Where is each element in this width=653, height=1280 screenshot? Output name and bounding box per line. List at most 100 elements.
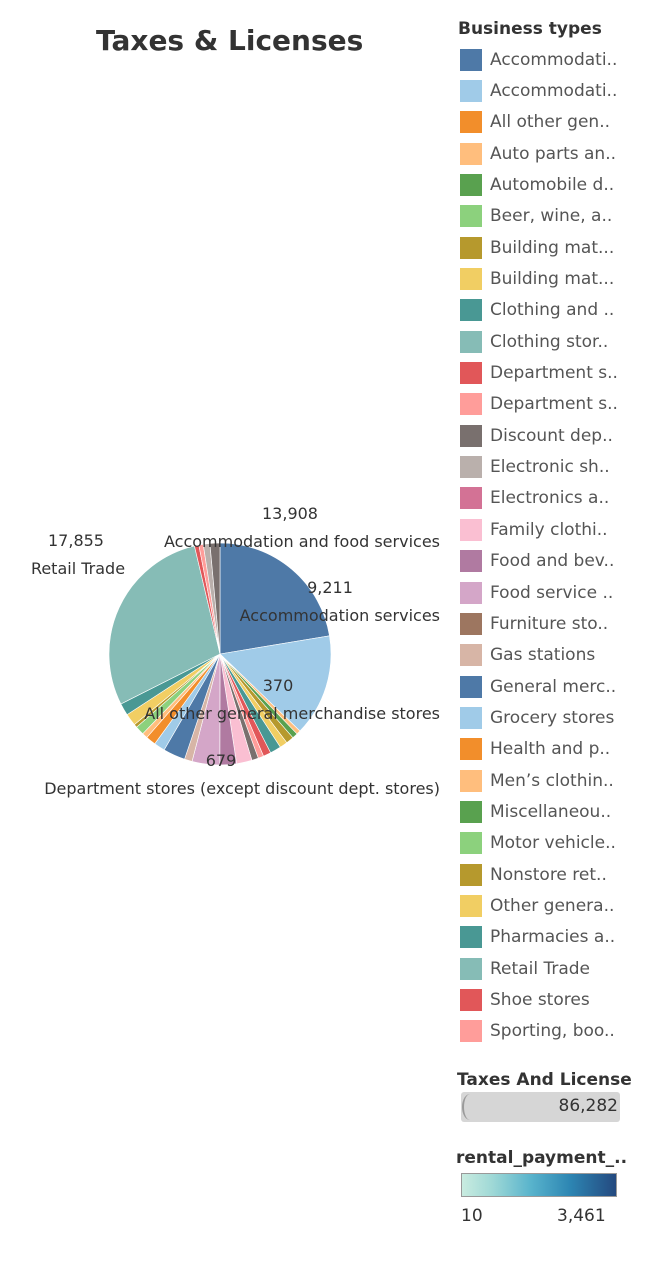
legend-swatch bbox=[460, 675, 482, 698]
legend-item[interactable]: Discount dep.. bbox=[460, 420, 650, 451]
legend-label: Accommodati.. bbox=[490, 49, 618, 70]
legend-item[interactable]: Beer, wine, a.. bbox=[460, 201, 650, 232]
legend-label: Auto parts an.. bbox=[490, 143, 616, 164]
legend-item[interactable]: Electronic sh.. bbox=[460, 451, 650, 482]
legend-label: Sporting, boo.. bbox=[490, 1021, 615, 1042]
legend-swatch bbox=[460, 424, 482, 447]
legend-label: Nonstore ret.. bbox=[490, 864, 607, 885]
legend-item[interactable]: Building mat... bbox=[460, 232, 650, 263]
legend-label: Food and bev.. bbox=[490, 551, 615, 572]
legend-item[interactable]: Department s.. bbox=[460, 357, 650, 388]
size-legend-bar: 86,282 bbox=[461, 1092, 620, 1122]
legend-item[interactable]: Building mat... bbox=[460, 263, 650, 294]
legend-item[interactable]: Clothing and .. bbox=[460, 295, 650, 326]
legend-item[interactable]: Miscellaneou.. bbox=[460, 796, 650, 827]
annotation-value-accommodation-services: 9,211 bbox=[307, 578, 353, 597]
chart-title: Taxes & Licenses bbox=[96, 24, 364, 57]
legend-item[interactable]: Other genera.. bbox=[460, 890, 650, 921]
size-legend-max: 86,282 bbox=[558, 1096, 618, 1116]
legend-item[interactable]: Gas stations bbox=[460, 640, 650, 671]
legend-item[interactable]: Shoe stores bbox=[460, 984, 650, 1015]
legend-swatch bbox=[460, 800, 482, 823]
legend-label: Family clothi.. bbox=[490, 519, 608, 540]
legend-item[interactable]: Accommodati.. bbox=[460, 75, 650, 106]
legend-swatch bbox=[460, 863, 482, 886]
legend-item[interactable]: Food service .. bbox=[460, 577, 650, 608]
legend-item[interactable]: Pharmacies a.. bbox=[460, 922, 650, 953]
legend-item[interactable]: Food and bev.. bbox=[460, 546, 650, 577]
annotation-label-retail-trade: Retail Trade bbox=[31, 559, 125, 578]
legend-label: Grocery stores bbox=[490, 707, 615, 728]
legend-label: Miscellaneou.. bbox=[490, 801, 612, 822]
legend-swatch bbox=[460, 330, 482, 353]
legend-label: Clothing stor.. bbox=[490, 331, 609, 352]
annotation-value-accommodation-food: 13,908 bbox=[262, 504, 318, 523]
legend-label: Beer, wine, a.. bbox=[490, 206, 613, 227]
color-legend-min: 10 bbox=[461, 1206, 483, 1226]
legend-label: Discount dep.. bbox=[490, 425, 613, 446]
legend-swatch bbox=[460, 581, 482, 604]
legend-label: Building mat... bbox=[490, 269, 615, 290]
annotation-label-all-other-general: All other general merchandise stores bbox=[144, 704, 440, 723]
pie-annotations: 13,908 Accommodation and food services 9… bbox=[31, 504, 440, 798]
legend-item[interactable]: Motor vehicle.. bbox=[460, 828, 650, 859]
legend-swatch bbox=[460, 550, 482, 573]
legend-swatch bbox=[460, 393, 482, 416]
color-legend-title: rental_payment_.. bbox=[456, 1148, 628, 1168]
legend-swatch bbox=[460, 894, 482, 917]
pie-slice[interactable] bbox=[209, 542, 221, 655]
legend-swatch bbox=[460, 236, 482, 259]
legend-swatch bbox=[460, 957, 482, 980]
legend-item[interactable]: Accommodati.. bbox=[460, 44, 650, 75]
legend-label: Electronics a.. bbox=[490, 488, 610, 509]
legend-label: Other genera.. bbox=[490, 895, 615, 916]
legend-label: Electronic sh.. bbox=[490, 457, 610, 478]
legend-swatch bbox=[460, 832, 482, 855]
legend-item[interactable]: Department s.. bbox=[460, 389, 650, 420]
legend-item[interactable]: Auto parts an.. bbox=[460, 138, 650, 169]
pie-slice[interactable] bbox=[108, 545, 221, 705]
color-legend-max: 3,461 bbox=[557, 1206, 606, 1226]
legend-item[interactable]: Health and p.. bbox=[460, 734, 650, 765]
legend-swatch bbox=[460, 205, 482, 228]
legend-item[interactable]: General merc.. bbox=[460, 671, 650, 702]
legend-swatch bbox=[460, 738, 482, 761]
pie-chart[interactable]: 13,908 Accommodation and food services 9… bbox=[0, 480, 453, 820]
legend-swatch bbox=[460, 268, 482, 291]
legend-swatch bbox=[460, 518, 482, 541]
legend-item[interactable]: Nonstore ret.. bbox=[460, 859, 650, 890]
legend-swatch bbox=[460, 612, 482, 635]
legend-item[interactable]: Furniture sto.. bbox=[460, 608, 650, 639]
pie-slice[interactable] bbox=[219, 635, 332, 732]
legend-swatch bbox=[460, 644, 482, 667]
legend-item[interactable]: Men’s clothin.. bbox=[460, 765, 650, 796]
legend-item[interactable]: Retail Trade bbox=[460, 953, 650, 984]
legend-item[interactable]: Family clothi.. bbox=[460, 514, 650, 545]
legend-label: Food service .. bbox=[490, 582, 614, 603]
pie-slice[interactable] bbox=[219, 542, 330, 655]
legend-label: Shoe stores bbox=[490, 989, 590, 1010]
legend-swatch bbox=[460, 988, 482, 1011]
legend-label: Clothing and .. bbox=[490, 300, 615, 321]
legend-swatch bbox=[460, 111, 482, 134]
legend-item[interactable]: Clothing stor.. bbox=[460, 326, 650, 357]
legend-label: Furniture sto.. bbox=[490, 613, 609, 634]
pie-slices bbox=[108, 542, 332, 766]
legend-label: Motor vehicle.. bbox=[490, 833, 616, 854]
legend-swatch bbox=[460, 80, 482, 103]
legend-item[interactable]: Electronics a.. bbox=[460, 483, 650, 514]
legend-swatch bbox=[460, 362, 482, 385]
legend-label: Department s.. bbox=[490, 363, 618, 384]
annotation-label-accommodation-food: Accommodation and food services bbox=[164, 532, 440, 551]
legend-label: Department s.. bbox=[490, 394, 618, 415]
legend-item[interactable]: Sporting, boo.. bbox=[460, 1016, 650, 1047]
legend-label: Building mat... bbox=[490, 237, 615, 258]
legend-item[interactable]: Grocery stores bbox=[460, 702, 650, 733]
legend-item[interactable]: Automobile d.. bbox=[460, 169, 650, 200]
legend-label: Pharmacies a.. bbox=[490, 927, 616, 948]
color-legend-gradient bbox=[461, 1173, 617, 1197]
legend-item[interactable]: All other gen.. bbox=[460, 107, 650, 138]
legend-swatch bbox=[460, 299, 482, 322]
legend-label: Men’s clothin.. bbox=[490, 770, 614, 791]
legend-swatch bbox=[460, 1020, 482, 1043]
